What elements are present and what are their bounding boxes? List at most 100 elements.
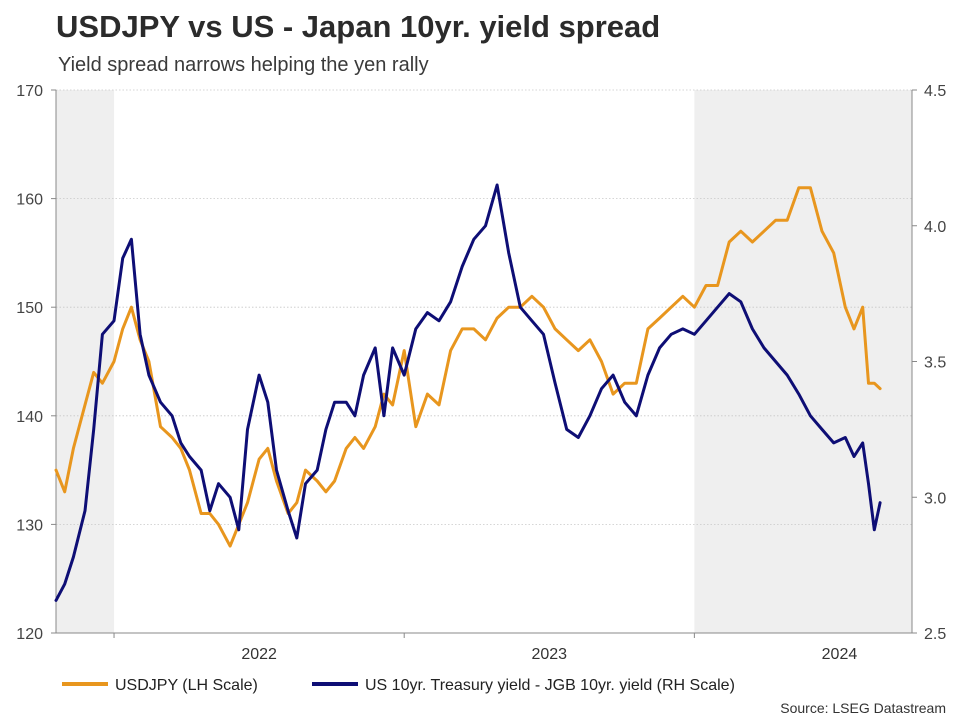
spread-point-51 <box>577 436 580 439</box>
spread-point-7 <box>121 257 124 260</box>
right-tick-label-3: 3.0 <box>924 490 946 507</box>
usdjpy-point-35 <box>391 404 394 406</box>
shaded-period-1 <box>694 90 912 633</box>
spread-point-76 <box>861 442 864 444</box>
usdjpy-point-18 <box>229 545 231 547</box>
spread-point-4 <box>92 428 95 431</box>
usdjpy-point-14 <box>188 469 191 471</box>
usdjpy-point-40 <box>449 349 452 352</box>
spread-point-43 <box>484 225 487 227</box>
usdjpy-point-32 <box>362 447 365 450</box>
spread-point-68 <box>774 360 777 363</box>
usdjpy-point-65 <box>740 230 742 232</box>
spread-point-61 <box>693 333 696 336</box>
spread-point-3 <box>84 510 86 512</box>
usdjpy-point-58 <box>658 317 661 319</box>
spread-point-8 <box>130 238 133 241</box>
usdjpy-point-36 <box>403 349 406 352</box>
right-axis-ticks: 2.5 3.0 3.5 4.0 4.5 <box>912 83 946 643</box>
usdjpy-point-76 <box>861 306 864 309</box>
spread-point-27 <box>316 469 319 471</box>
usdjpy-point-37 <box>415 425 417 428</box>
usdjpy-point-49 <box>554 328 556 330</box>
usdjpy-point-10 <box>148 360 150 363</box>
usdjpy-point-4 <box>92 371 95 374</box>
usdjpy-point-66 <box>751 241 754 243</box>
legend-label-usdjpy: USDJPY (LH Scale) <box>115 677 258 694</box>
usdjpy-point-59 <box>670 306 672 309</box>
spread-point-41 <box>461 265 464 268</box>
spread-point-30 <box>345 401 348 404</box>
usdjpy-point-0 <box>55 469 57 471</box>
usdjpy-point-45 <box>507 306 510 309</box>
spread-point-16 <box>209 510 211 512</box>
usdjpy-point-51 <box>577 349 580 352</box>
usdjpy-point-75 <box>853 328 855 330</box>
spread-point-78 <box>873 529 876 531</box>
usdjpy-point-42 <box>473 328 475 330</box>
series-line-yield-spread <box>54 183 882 602</box>
spread-point-77 <box>867 482 870 485</box>
usdjpy-point-48 <box>542 306 545 309</box>
source-note: Source: LSEG Datastream <box>780 700 946 716</box>
usdjpy-point-78 <box>873 382 876 385</box>
usdjpy-point-70 <box>798 186 800 189</box>
spread-point-34 <box>383 415 385 417</box>
spread-point-36 <box>403 374 406 376</box>
spread-point-31 <box>354 415 356 417</box>
spread-point-23 <box>275 469 278 471</box>
usdjpy-point-74 <box>844 306 847 309</box>
spread-point-21 <box>258 374 260 376</box>
shaded-periods <box>56 90 912 633</box>
left-tick-label-140: 140 <box>16 409 43 426</box>
usdjpy-point-54 <box>612 393 614 395</box>
spread-point-66 <box>751 328 754 330</box>
spread-point-67 <box>763 347 765 349</box>
spread-point-32 <box>362 374 365 376</box>
spread-point-29 <box>333 401 336 404</box>
usdjpy-point-77 <box>867 382 870 385</box>
spread-point-54 <box>612 374 614 376</box>
x-tick-label-2024: 2024 <box>822 646 858 663</box>
spread-point-25 <box>296 537 298 539</box>
shaded-period-0 <box>56 90 115 633</box>
usdjpy-point-11 <box>159 425 162 428</box>
usdjpy-point-73 <box>832 252 835 254</box>
usdjpy-point-55 <box>623 382 626 385</box>
right-tick-label-2.5: 2.5 <box>924 626 946 643</box>
usdjpy-point-64 <box>728 241 730 243</box>
usdjpy-point-69 <box>786 219 788 222</box>
usdjpy-point-39 <box>438 404 440 406</box>
spread-point-1 <box>63 583 66 585</box>
spread-point-59 <box>670 333 672 336</box>
spread-point-53 <box>600 387 603 390</box>
usdjpy-point-2 <box>72 447 75 450</box>
left-axis-ticks: 120 130 140 150 160 170 <box>16 83 56 643</box>
spread-point-39 <box>438 320 440 322</box>
usdjpy-point-72 <box>821 230 823 232</box>
usdjpy-point-3 <box>84 404 86 406</box>
spread-point-62 <box>705 320 707 322</box>
left-tick-label-170: 170 <box>16 83 43 100</box>
legend: USDJPY (LH Scale) US 10yr. Treasury yiel… <box>62 677 735 694</box>
spread-point-57 <box>647 374 649 376</box>
spread-point-24 <box>287 510 289 512</box>
x-axis-ticks: 2022 2023 2024 <box>113 633 858 663</box>
spread-point-10 <box>148 374 150 376</box>
spread-point-74 <box>844 436 847 439</box>
usdjpy-point-26 <box>304 469 307 471</box>
usdjpy-point-79 <box>879 387 881 390</box>
usdjpy-point-53 <box>600 360 603 363</box>
chart-subtitle: Yield spread narrows helping the yen ral… <box>58 54 429 76</box>
usdjpy-point-20 <box>246 501 249 504</box>
usdjpy-point-44 <box>496 317 498 319</box>
spread-point-70 <box>798 393 800 395</box>
usdjpy-point-22 <box>267 447 269 450</box>
spread-point-79 <box>879 501 881 504</box>
spread-point-73 <box>832 442 835 444</box>
left-tick-label-150: 150 <box>16 300 43 317</box>
spread-point-50 <box>565 428 568 431</box>
series-line-usdjpy <box>54 186 882 548</box>
usdjpy-point-6 <box>113 360 115 363</box>
